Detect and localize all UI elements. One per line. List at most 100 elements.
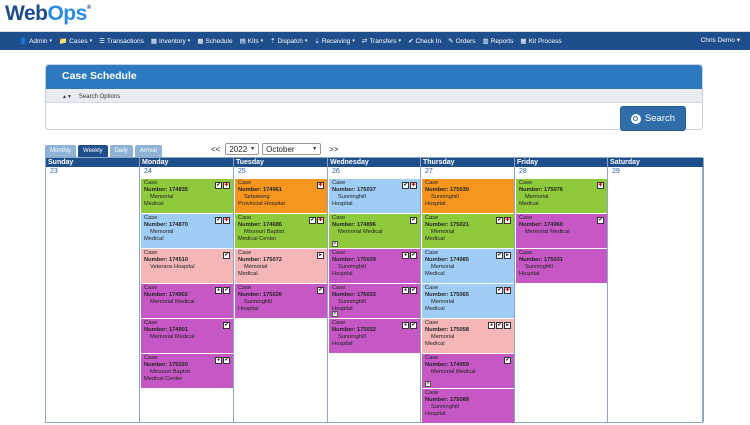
case-card[interactable]: Case Number: 175065 Memorial Medical ✔ ✚ — [422, 284, 514, 318]
case-card[interactable]: Case Number: 174985 Memorial Medical ✔ ▸ — [422, 249, 514, 283]
case-card[interactable]: Case Number: 174901 Memorial Medical ✔ — [141, 319, 233, 353]
case-number-value: 175065 — [449, 292, 469, 298]
case-number: Number: 175030 — [425, 187, 511, 194]
circle-icon: ● — [402, 252, 409, 259]
nav-item-receiving[interactable]: ⇣ Receiving ▾ — [314, 37, 355, 46]
chevron-down-icon: ▾ — [89, 38, 93, 44]
day-column-tuesday — [234, 167, 328, 422]
case-card[interactable]: Case Number: 174960 Memorial Medical ✔ — [516, 214, 607, 248]
case-label: Case — [144, 180, 158, 186]
tab-arrival[interactable]: Arrival — [134, 145, 162, 157]
process-icon: ▦ — [520, 38, 527, 45]
previous-button[interactable]: << — [211, 144, 221, 154]
case-card[interactable]: Case Number: 174902 Memorial Medical ● ✔ — [141, 284, 233, 318]
case-label: Case — [144, 320, 158, 326]
case-card[interactable]: Case Number: 174870 Memorial Medical ✔ ✚ — [141, 214, 233, 248]
case-label: Case — [332, 180, 346, 186]
nav-item-cases[interactable]: 📁 Cases ▾ — [59, 37, 93, 46]
case-location: Sunninghill — [431, 194, 459, 200]
case-location: Memorial — [150, 194, 174, 200]
case-number-value: 174686 — [262, 222, 282, 228]
day-number[interactable]: 26 — [332, 168, 340, 175]
nav-item-schedule[interactable]: ▦ Schedule — [197, 37, 232, 46]
case-label: Case — [425, 180, 439, 186]
webops-logo[interactable]: WebOps® — [5, 2, 91, 26]
case-card[interactable]: Case Number: 175037 Sunninghill Hospital ✔ ✚ — [329, 179, 420, 213]
nav-item-admin[interactable]: 👤 Admin ▾ — [19, 37, 53, 46]
day-number[interactable]: 27 — [425, 168, 433, 175]
chevron-down-icon: ▾ — [49, 38, 53, 44]
case-number-value: 175031 — [543, 257, 563, 263]
red-cross-icon: ✚ — [223, 217, 230, 224]
main-nav: 👤 Admin ▾ 📁 Cases ▾ ☰ Transactions ▦ Inventory ▾ ▦ S… — [0, 32, 750, 50]
case-location: Medical — [519, 201, 539, 207]
case-card[interactable]: Case Number: 175033 Sunninghill Hospital ● ✔ P — [329, 284, 420, 318]
nav-item-check-in[interactable]: ✔ Check In — [408, 37, 442, 46]
nav-item-transactions[interactable]: ☰ Transactions — [99, 37, 144, 46]
case-card[interactable]: Case Number: 174961 Sebokeng Provincial Hos… — [235, 179, 327, 213]
day-number[interactable]: 25 — [238, 168, 246, 175]
case-number-label: Number: — [425, 222, 449, 228]
day-number[interactable]: 23 — [50, 168, 58, 175]
checkbox-icon: ✔ — [215, 217, 222, 224]
case-card[interactable]: Case Number: 175030 Sunninghill Hospital — [422, 179, 514, 213]
case-card[interactable]: Case Number: 175076 Memorial Medical ✚ — [516, 179, 607, 213]
case-number-label: Number: — [144, 222, 168, 228]
red-cross-icon: ✚ — [317, 217, 324, 224]
day-number[interactable]: 28 — [519, 168, 527, 175]
circle-icon: ● — [488, 322, 495, 329]
case-location: Hospital — [332, 201, 353, 207]
status-icons: ● ✔ — [214, 287, 230, 294]
case-label: Case — [332, 320, 346, 326]
nav-item-dispatch[interactable]: ⇡ Dispatch ▾ — [270, 37, 307, 46]
user-menu[interactable]: Chris Demo ▾ — [701, 36, 740, 44]
case-location: Memorial — [431, 264, 455, 270]
next-button[interactable]: >> — [329, 144, 339, 154]
case-label: Case — [425, 285, 439, 291]
case-card[interactable]: Case Number: 175032 Sunninghill Hospital ● ✔ — [329, 319, 420, 353]
case-card[interactable]: Case Number: 174959 Memorial Medical ✔ P — [422, 354, 514, 388]
search-button[interactable]: Search — [620, 106, 686, 131]
nav-item-label: Check In — [415, 37, 442, 45]
case-card[interactable]: Case Number: 175072 Memorial Medical ▸ — [235, 249, 327, 283]
nav-item-orders[interactable]: ✎ Orders — [448, 37, 475, 46]
case-card[interactable]: Case Number: 175089 Sunninghill Hospital — [422, 389, 514, 423]
nav-item-reports[interactable]: ▥ Reports — [483, 37, 514, 46]
tab-daily[interactable]: Daily — [109, 145, 133, 157]
case-number: Number: 175089 — [425, 397, 511, 404]
month-select[interactable]: October ▼ — [262, 143, 322, 155]
case-number-label: Number: — [238, 187, 262, 193]
day-number[interactable]: 24 — [144, 168, 152, 175]
case-card[interactable]: Case Number: 174686 Missouri Baptist Medica… — [235, 214, 327, 248]
case-number-value: 174902 — [168, 292, 188, 298]
year-select[interactable]: 2022 ▼ — [225, 143, 260, 155]
nav-item-label: Kits — [247, 37, 259, 45]
case-location: Sebokeng — [244, 194, 270, 200]
case-number-value: 174959 — [449, 362, 469, 368]
day-number[interactable]: 29 — [612, 168, 620, 175]
nav-item-transfers[interactable]: ⇄ Transfers ▾ — [362, 37, 401, 46]
case-card[interactable]: Case Number: 175031 Sunninghill Hospital — [516, 249, 607, 283]
search-button-label: Search — [644, 113, 676, 124]
tab-monthly[interactable]: Monthly — [45, 145, 77, 157]
case-card[interactable]: Case Number: 175029 Sunninghill Hospital ● ✔ — [329, 249, 420, 283]
nav-item-inventory[interactable]: ▦ Inventory ▾ — [151, 37, 190, 46]
red-cross-icon: ✚ — [597, 182, 604, 189]
case-card[interactable]: Case Number: 175026 Sunninghill Hospital ✔ — [235, 284, 327, 318]
case-number: Number: 174901 — [144, 327, 230, 334]
tab-weekly[interactable]: Weekly — [78, 145, 108, 157]
case-number-label: Number: — [332, 292, 356, 298]
status-icons: ✔ — [596, 217, 604, 224]
search-options-toggle[interactable]: ▲▼ Search Options — [46, 89, 702, 103]
case-location: Veterans Hospital — [150, 264, 195, 270]
case-card[interactable]: Case Number: 175021 Memorial Medical ✔ ✚ — [422, 214, 514, 248]
nav-item-kit-process[interactable]: ▦ Kit Process — [520, 37, 561, 46]
case-card[interactable]: Case Number: 174835 Memorial Medical ✔ ✚ — [141, 179, 233, 213]
status-icons: ✔ ✚ — [214, 182, 230, 189]
case-card[interactable]: Case Number: 174510 Veterans Hospital ✔ — [141, 249, 233, 283]
nav-item-kits[interactable]: ▤ Kits ▾ — [240, 37, 264, 46]
status-icons: ✔ ✚ — [214, 217, 230, 224]
case-card[interactable]: Case Number: 175020 Missouri Baptist Medica… — [141, 354, 233, 388]
case-card[interactable]: Case Number: 174896 Memorial Medical ✔ P — [329, 214, 420, 248]
case-card[interactable]: Case Number: 175058 Memorial Medical ● ✔ ▸ — [422, 319, 514, 353]
